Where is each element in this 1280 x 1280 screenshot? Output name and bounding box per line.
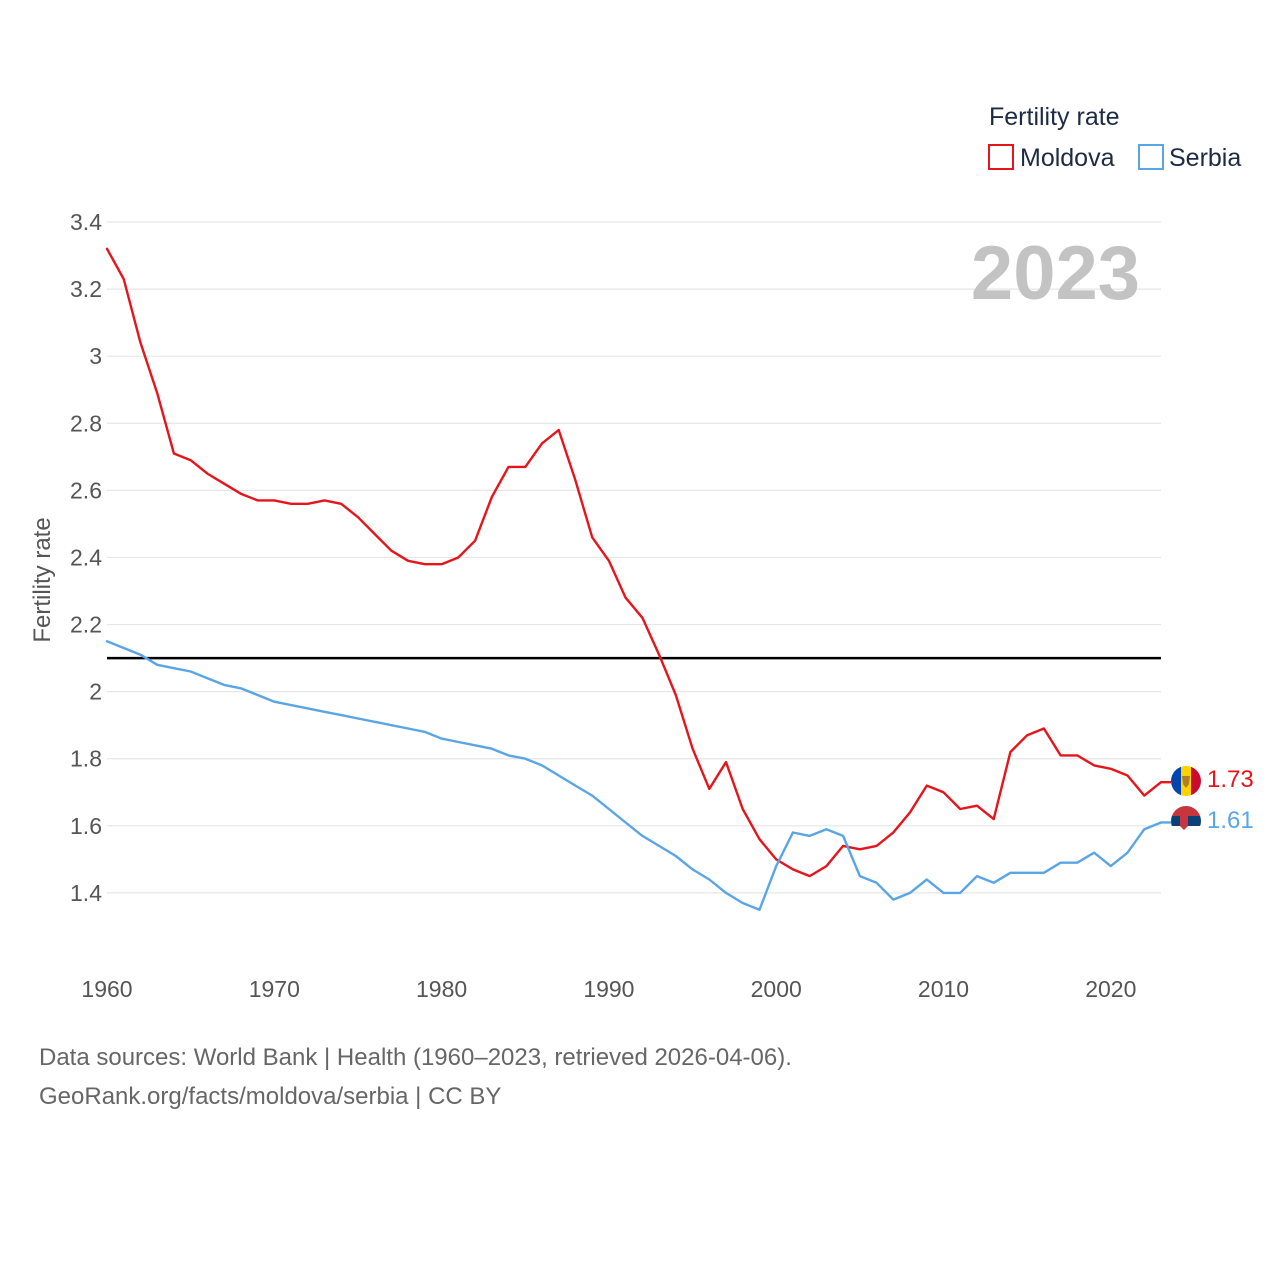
series-end-markers [1161, 781, 1171, 824]
x-tick-label: 2010 [918, 976, 969, 1002]
y-tick-label: 1.8 [70, 746, 102, 772]
legend-swatch-moldova[interactable] [988, 144, 1014, 170]
year-watermark: 2023 [971, 231, 1140, 316]
end-value-label-serbia: 1.61 [1207, 807, 1254, 834]
x-axis-ticks: 1960 1970 1980 1990 2000 2010 2020 [81, 976, 1136, 1002]
y-tick-label: 2.8 [70, 410, 102, 436]
footer-attribution-link[interactable]: GeoRank.org/facts/moldova/serbia | CC BY [39, 1083, 502, 1110]
y-tick-label: 2 [89, 679, 102, 705]
end-value-label-moldova: 1.73 [1207, 766, 1254, 793]
footer-sources: Data sources: World Bank | Health (1960–… [39, 1044, 792, 1071]
moldova-flag-icon [1171, 766, 1201, 796]
legend: Fertility rate Moldova Serbia [988, 103, 1241, 172]
serbia-flag-icon [1171, 806, 1201, 836]
y-tick-label: 3 [89, 343, 102, 369]
legend-title: Fertility rate [989, 103, 1120, 131]
series-lines [105, 247, 1163, 911]
legend-label-moldova[interactable]: Moldova [1020, 144, 1115, 172]
y-tick-label: 3.4 [70, 209, 102, 235]
y-tick-label: 2.6 [70, 477, 102, 503]
y-tick-label: 2.4 [70, 544, 102, 570]
grid-lines [107, 221, 1161, 894]
x-tick-label: 1960 [81, 976, 132, 1002]
legend-label-serbia[interactable]: Serbia [1169, 144, 1241, 172]
y-tick-label: 1.4 [70, 880, 102, 906]
x-tick-label: 2000 [751, 976, 802, 1002]
series-line-serbia[interactable] [105, 640, 1163, 911]
y-tick-label: 2.2 [70, 612, 102, 638]
series-line-moldova[interactable] [105, 247, 1163, 878]
y-tick-label: 1.6 [70, 813, 102, 839]
legend-swatch-serbia[interactable] [1138, 144, 1164, 170]
y-axis-ticks: 1.4 1.6 1.8 2 2.2 2.4 2.6 2.8 3 3.2 3.4 [70, 209, 102, 906]
x-tick-label: 1980 [416, 976, 467, 1002]
y-tick-label: 3.2 [70, 276, 102, 302]
x-tick-label: 1970 [249, 976, 300, 1002]
x-tick-label: 1990 [583, 976, 634, 1002]
x-tick-label: 2020 [1085, 976, 1136, 1002]
y-axis-title: Fertility rate [29, 517, 56, 642]
